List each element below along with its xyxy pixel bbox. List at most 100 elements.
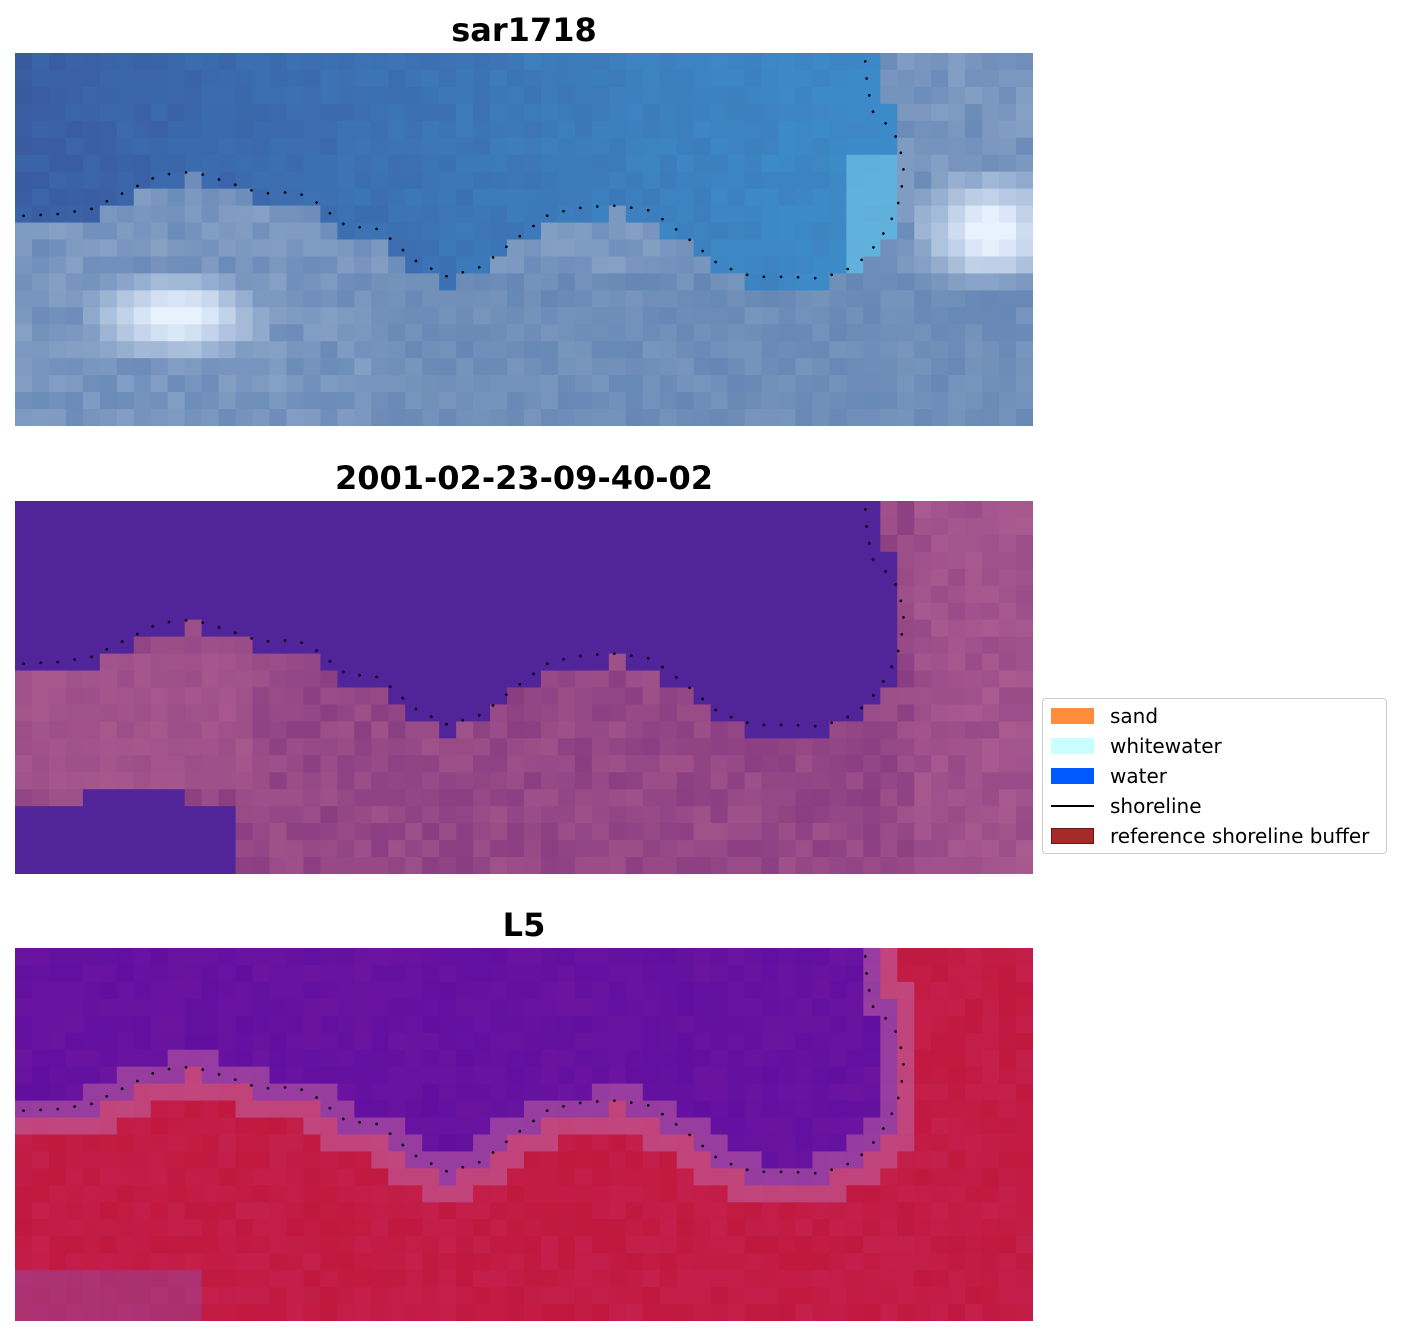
pixel-cell xyxy=(354,188,372,207)
pixel-cell xyxy=(693,154,712,173)
pixel-cell xyxy=(829,636,847,655)
pixel-cell xyxy=(201,86,220,105)
pixel-cell xyxy=(897,1253,915,1271)
pixel-cell xyxy=(269,1236,288,1254)
pixel-cell xyxy=(1016,670,1033,689)
pixel-cell xyxy=(82,1100,101,1119)
pixel-cell xyxy=(218,103,237,122)
pixel-cell xyxy=(218,137,237,156)
pixel-cell xyxy=(591,806,610,824)
pixel-cell xyxy=(184,375,203,393)
pixel-cell xyxy=(371,602,389,621)
pixel-cell xyxy=(133,687,152,706)
pixel-cell xyxy=(303,704,321,722)
pixel-cell xyxy=(914,409,932,426)
pixel-cell xyxy=(693,1236,712,1254)
legend-label-shoreline: shoreline xyxy=(1110,794,1202,818)
pixel-cell xyxy=(574,585,593,604)
pixel-cell xyxy=(778,290,797,308)
pixel-cell xyxy=(48,1202,67,1220)
pixel-cell xyxy=(337,568,355,587)
panel-title-2: 2001-02-23-09-40-02 xyxy=(334,459,714,497)
pixel-cell xyxy=(133,273,152,291)
pixel-cell xyxy=(659,1151,678,1169)
legend-item-sand: sand xyxy=(1051,704,1158,728)
pixel-cell xyxy=(931,1236,949,1254)
pixel-cell xyxy=(405,69,423,88)
pixel-cell xyxy=(1016,619,1033,638)
pixel-cell xyxy=(591,670,610,689)
pixel-cell xyxy=(269,981,288,1000)
pixel-cell xyxy=(99,998,118,1017)
pixel-cell xyxy=(218,602,237,621)
pixel-cell xyxy=(524,1100,542,1119)
pixel-cell xyxy=(184,1168,203,1186)
pixel-cell xyxy=(659,1253,678,1271)
legend-item-whitewater: whitewater xyxy=(1051,734,1222,758)
pixel-cell xyxy=(574,1015,593,1034)
pixel-cell xyxy=(99,501,118,519)
pixel-cell xyxy=(167,806,186,824)
pixel-cell xyxy=(473,222,491,241)
pixel-cell xyxy=(591,137,610,156)
pixel-cell xyxy=(422,1219,440,1237)
pixel-cell xyxy=(591,1236,610,1254)
pixel-cell xyxy=(608,409,627,426)
pixel-cell xyxy=(354,1015,372,1034)
pixel-cell xyxy=(490,948,508,966)
pixel-cell xyxy=(150,636,169,655)
pixel-cell xyxy=(15,585,33,604)
pixel-cell xyxy=(642,1015,661,1034)
pixel-cell xyxy=(761,1117,780,1136)
pixel-cell xyxy=(744,1304,763,1321)
pixel-cell xyxy=(1016,1151,1033,1169)
pixel-cell xyxy=(761,772,780,790)
pixel-cell xyxy=(574,534,593,553)
pixel-cell xyxy=(15,772,33,790)
pixel-cell xyxy=(625,998,644,1017)
pixel-cell xyxy=(388,1015,406,1034)
pixel-cell xyxy=(48,738,67,756)
pixel-cell xyxy=(744,1287,763,1305)
pixel-cell xyxy=(371,687,389,706)
pixel-cell xyxy=(405,307,423,325)
pixel-cell xyxy=(812,1270,830,1288)
pixel-cell xyxy=(999,1066,1017,1085)
pixel-cell xyxy=(914,392,932,410)
pixel-cell xyxy=(490,1185,508,1203)
pixel-cell xyxy=(778,738,797,756)
pixel-cell xyxy=(150,738,169,756)
pixel-cell xyxy=(846,721,864,739)
pixel-cell xyxy=(608,154,627,173)
pixel-cell xyxy=(540,517,559,536)
pixel-cell xyxy=(133,1083,152,1102)
pixel-cell xyxy=(982,687,1000,706)
pixel-cell xyxy=(625,1168,644,1186)
pixel-cell xyxy=(540,670,559,689)
pixel-cell xyxy=(235,341,254,359)
pixel-cell xyxy=(524,964,542,983)
pixel-cell xyxy=(591,602,610,621)
pixel-cell xyxy=(625,375,644,393)
pixel-cell xyxy=(456,341,474,359)
pixel-cell xyxy=(507,501,525,519)
pixel-cell xyxy=(999,998,1017,1017)
pixel-cell xyxy=(761,568,780,587)
pixel-cell xyxy=(235,501,254,519)
pixel-cell xyxy=(999,619,1017,638)
pixel-cell xyxy=(608,981,627,1000)
pixel-cell xyxy=(744,687,763,706)
pixel-cell xyxy=(982,964,1000,983)
pixel-cell xyxy=(931,585,949,604)
pixel-cell xyxy=(422,409,440,426)
pixel-cell xyxy=(931,1100,949,1119)
pixel-cell xyxy=(812,619,830,638)
pixel-cell xyxy=(829,239,847,258)
pixel-cell xyxy=(540,1304,559,1321)
pixel-cell xyxy=(829,86,847,105)
pixel-cell xyxy=(540,120,559,139)
pixel-cell xyxy=(540,636,559,655)
pixel-cell xyxy=(82,103,101,122)
pixel-cell xyxy=(710,324,729,342)
pixel-cell xyxy=(557,188,576,207)
